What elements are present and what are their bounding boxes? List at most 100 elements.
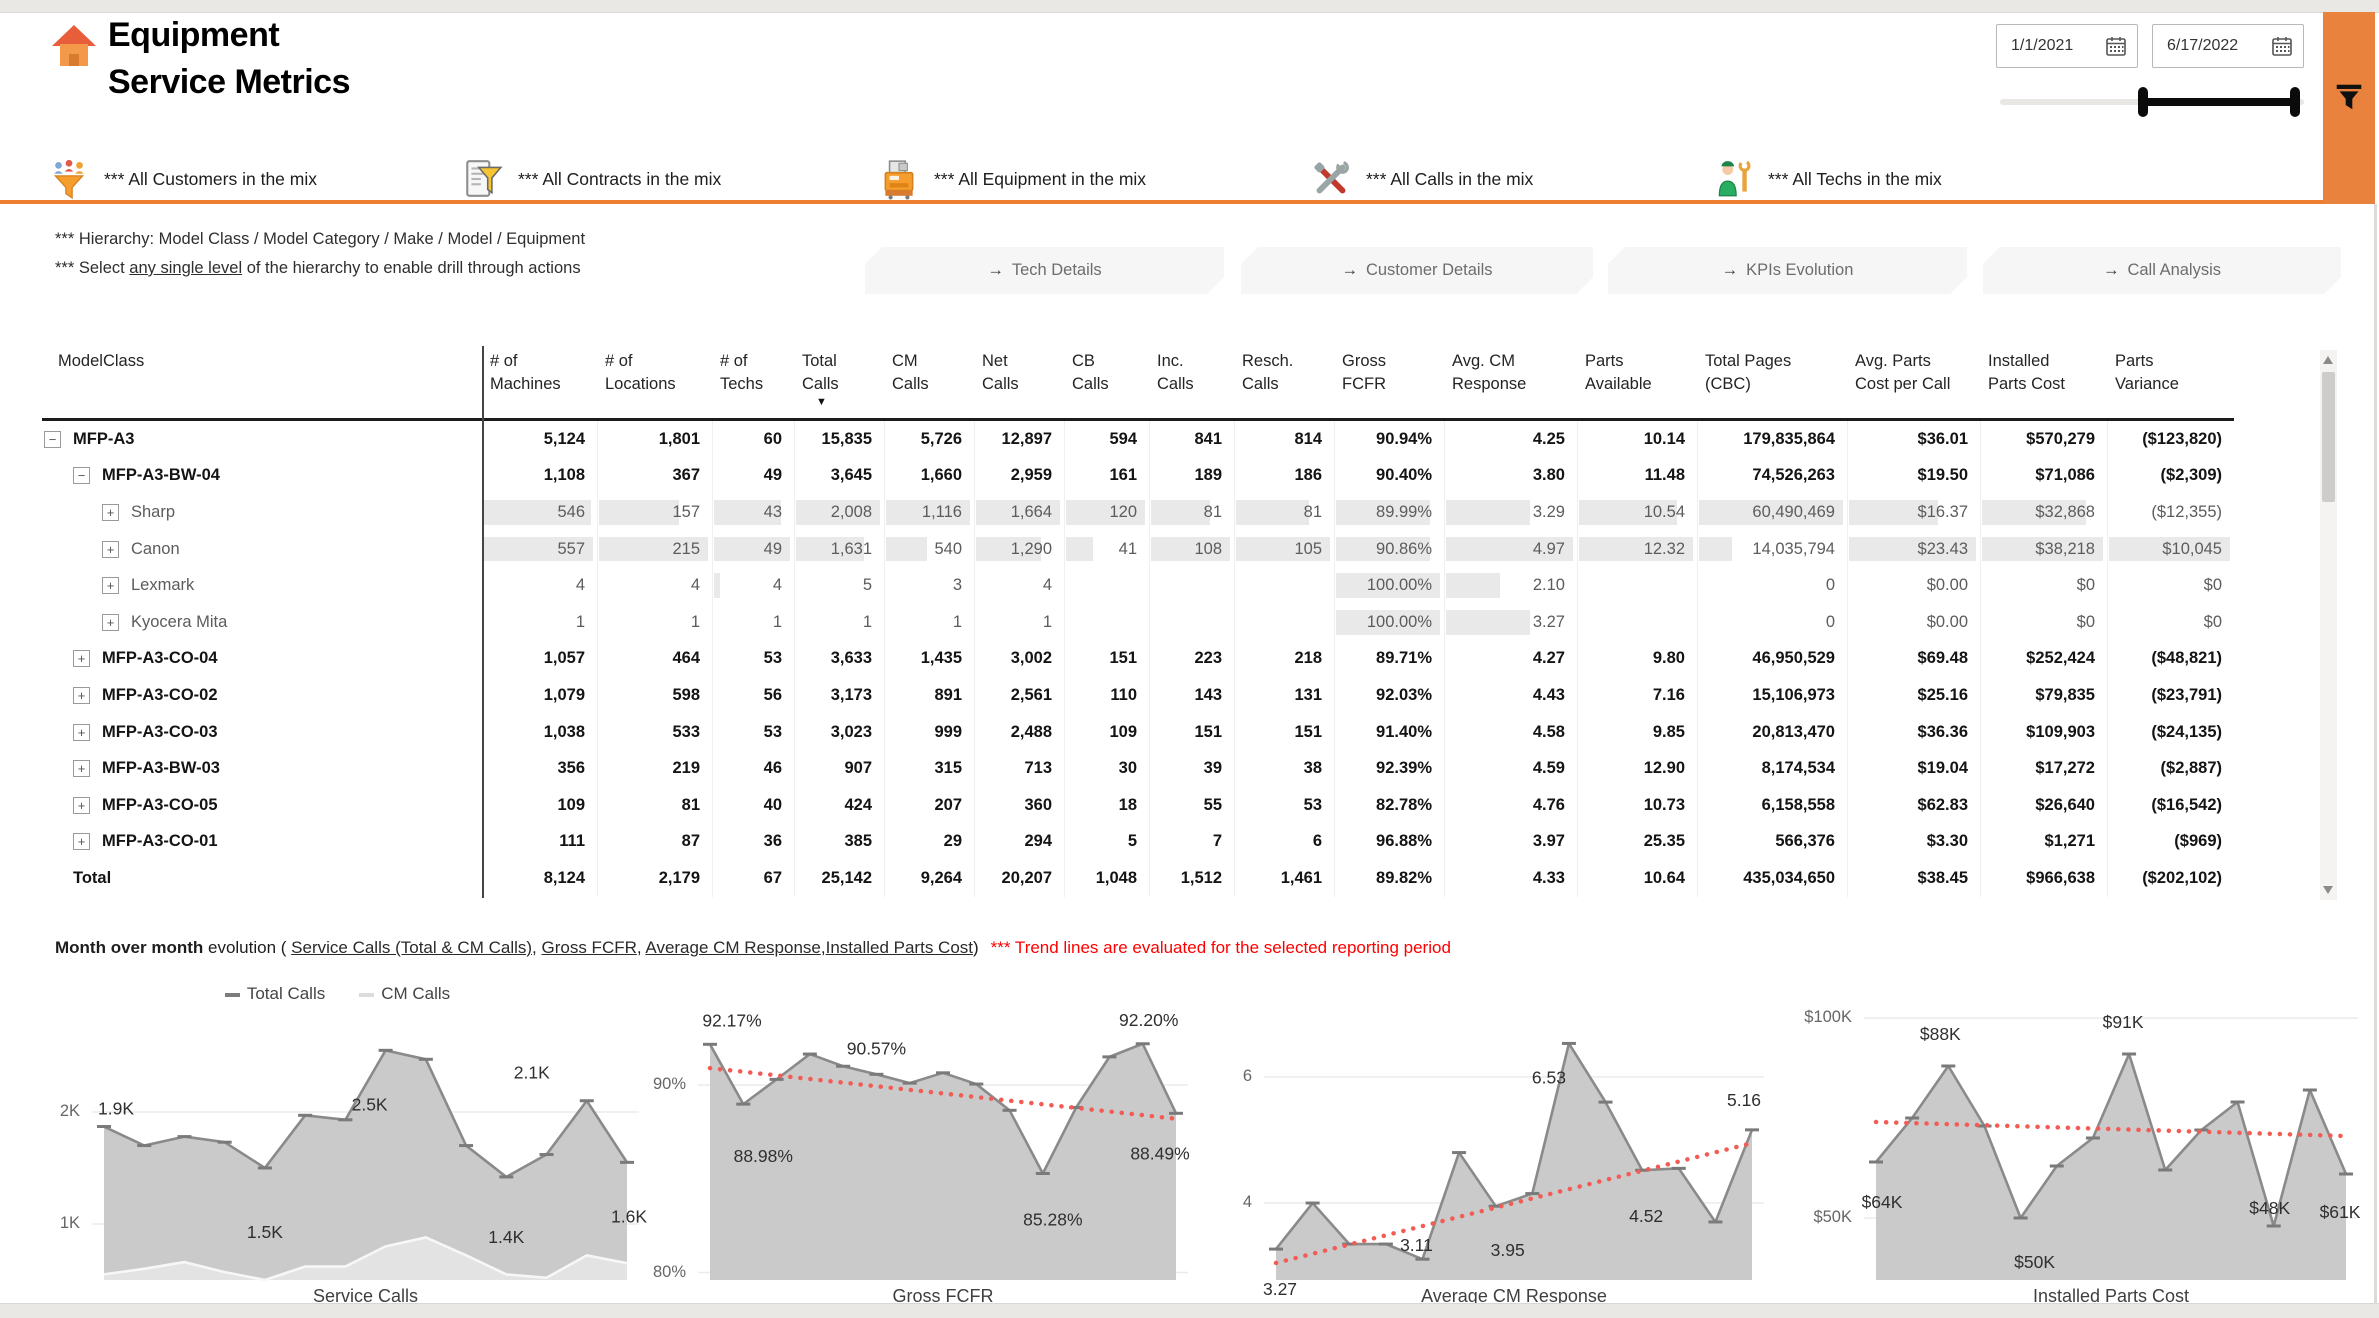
column-header-parts-available[interactable]: Parts Available (1585, 352, 1652, 393)
expand-icon[interactable]: + (102, 540, 119, 558)
filter-pane-toggle[interactable] (2323, 12, 2375, 204)
collapse-icon[interactable]: − (73, 467, 90, 485)
table-row-sharp[interactable]: + Sharp 546 157 43 2,008 1,116 1,664 120 81 81 89.9… (42, 494, 2234, 531)
cell-value: $0.00 (1926, 612, 1968, 631)
cell-value: 81 (681, 795, 700, 814)
mom-link-installed-parts-cost[interactable]: Installed Parts Cost (825, 938, 973, 957)
column-header-avg-cm-response[interactable]: Avg. CM Response (1452, 352, 1527, 393)
svg-text:$61K: $61K (2320, 1202, 2361, 1222)
column-header-cb-calls[interactable]: CB Calls (1072, 352, 1109, 393)
scroll-down-icon[interactable] (2323, 886, 2333, 894)
row-header-cell: + MFP-A3-CO-05 (42, 787, 482, 824)
filter-status-label: *** All Customers in the mix (104, 168, 317, 189)
date-to-input[interactable]: 6/17/2022 (2152, 24, 2304, 68)
filter-status-customers: *** All Customers in the mix (48, 156, 317, 202)
svg-text:$91K: $91K (2103, 1012, 2144, 1032)
column-header-parts-variance[interactable]: Parts Variance (2115, 352, 2179, 393)
cell: $966,638 (1980, 860, 2107, 897)
cell: 3,002 (974, 640, 1064, 678)
scrollbar-thumb[interactable] (2322, 372, 2335, 502)
expand-icon[interactable]: + (73, 760, 90, 778)
cell: 435,034,650 (1697, 860, 1847, 897)
table-row-mfp-a3-co-02[interactable]: + MFP-A3-CO-02 1,079 598 56 3,173 891 2,561 110 1… (42, 677, 2234, 714)
mom-link-average-cm-response[interactable]: Average CM Response (645, 938, 821, 957)
column-header-modelclass[interactable]: ModelClass (58, 352, 145, 370)
table-row-kyocera-mita[interactable]: + Kyocera Mita 1 1 1 1 1 1 100.00% 3.27 0 $0.00 $0 $0 (42, 603, 2234, 641)
mom-link-service-calls-total-cm-calls-[interactable]: Service Calls (Total & CM Calls) (291, 938, 533, 957)
expand-icon[interactable]: + (73, 650, 90, 668)
column-header-resch-calls[interactable]: Resch. Calls (1242, 352, 1294, 393)
cell: 1,116 (884, 494, 974, 531)
cell: 108 (1149, 530, 1234, 568)
cell: 60,490,469 (1697, 494, 1847, 531)
table-row-mfp-a3-co-05[interactable]: + MFP-A3-CO-05 109 81 40 424 207 360 18 55 53 82.78… (42, 786, 2234, 824)
data-bar (1446, 500, 1530, 525)
cell: 223 (1149, 640, 1234, 678)
cell-value: 53 (1303, 795, 1322, 814)
drill-button-customer-details[interactable]: Customer Details (1241, 247, 1593, 294)
cell: 4 (712, 567, 794, 604)
legend-label: Total Calls (246, 984, 326, 1003)
chart-service-calls: Total Calls CM Calls Service Calls 1K 2K 1.… (30, 982, 648, 1318)
table-scrollbar[interactable] (2320, 350, 2337, 900)
column-header-avg-parts-cost-per-call[interactable]: Avg. Parts Cost per Call (1855, 352, 1951, 393)
drill-button-call-analysis[interactable]: Call Analysis (1983, 247, 2341, 294)
table-row-mfp-a3-co-01[interactable]: + MFP-A3-CO-01 111 87 36 385 29 294 5 7 6 96.88% 3.9… (42, 823, 2234, 861)
page-title-line2: Service Metrics (108, 63, 351, 101)
cell: 96.88% (1334, 823, 1444, 861)
cell-value: 2,008 (830, 502, 872, 521)
data-bar (976, 536, 1041, 562)
table-row-mfp-a3-co-04[interactable]: + MFP-A3-CO-04 1,057 464 53 3,633 1,435 3,002 15… (42, 640, 2234, 678)
scroll-up-icon[interactable] (2323, 356, 2333, 364)
calendar-icon[interactable] (2271, 35, 2293, 57)
column-header--of-machines[interactable]: # of Machines (490, 352, 561, 393)
cell-value: $252,424 (2026, 649, 2095, 668)
column-header-net-calls[interactable]: Net Calls (982, 352, 1019, 393)
slider-handle-start[interactable] (2138, 87, 2148, 117)
date-to-value[interactable]: 6/17/2022 (2167, 37, 2239, 54)
expand-icon[interactable]: + (73, 833, 90, 851)
date-from-input[interactable]: 1/1/2021 (1996, 24, 2138, 68)
date-range-slider[interactable] (2000, 80, 2304, 124)
collapse-icon[interactable]: − (44, 430, 61, 448)
expand-icon[interactable]: + (73, 723, 90, 741)
drill-button-kpis-evolution[interactable]: KPIs Evolution (1608, 247, 1967, 294)
date-from-value[interactable]: 1/1/2021 (2011, 37, 2074, 54)
cell-value: 2.10 (1532, 576, 1565, 595)
table-row-mfp-a3-bw-04[interactable]: − MFP-A3-BW-04 1,108 367 49 3,645 1,660 2,959 16… (42, 457, 2234, 495)
column-header--of-techs[interactable]: # of Techs (720, 352, 764, 393)
slider-handle-end[interactable] (2290, 87, 2300, 117)
table-row-lexmark[interactable]: + Lexmark 4 4 4 5 3 4 100.00% 2.10 0 $0.00 $0 $0 (42, 567, 2234, 604)
table-row-mfp-a3-co-03[interactable]: + MFP-A3-CO-03 1,038 533 53 3,023 999 2,488 109 1… (42, 713, 2234, 751)
filter-funnel-icon[interactable] (2332, 80, 2366, 114)
column-header-total-pages-cbc-[interactable]: Total Pages (CBC) (1705, 352, 1792, 393)
drill-button-tech-details[interactable]: Tech Details (865, 247, 1224, 294)
cell: 207 (884, 786, 974, 824)
column-header-installed-parts-cost[interactable]: Installed Parts Cost (1988, 352, 2066, 393)
expand-icon[interactable]: + (73, 686, 90, 704)
cell: $0 (2107, 567, 2234, 604)
table-row-total[interactable]: +Total 8,124 2,179 67 25,142 9,264 20,207 1,048… (42, 860, 2234, 897)
cell: 4 (482, 567, 597, 604)
table-row-mfp-a3[interactable]: − MFP-A3 5,124 1,801 60 15,835 5,726 12,897 594 8… (42, 421, 2234, 458)
cell-value: 12.90 (1643, 759, 1685, 778)
column-header-inc-calls[interactable]: Inc. Calls (1157, 352, 1194, 393)
column-header-total-calls[interactable]: Total Calls ▼ (794, 346, 884, 418)
column-header-gross-fcfr[interactable]: Gross FCFR (1342, 352, 1387, 393)
column-header--of-locations[interactable]: # of Locations (605, 352, 676, 393)
slider-selected-range[interactable] (2142, 98, 2294, 106)
expand-icon[interactable]: + (73, 796, 90, 814)
table-row-canon[interactable]: + Canon 557 215 49 1,631 540 1,290 41 108 105 90.86… (42, 530, 2234, 568)
expand-icon[interactable]: + (102, 613, 119, 631)
cell-value: 841 (1194, 429, 1222, 448)
calendar-icon[interactable] (2105, 35, 2127, 57)
expand-icon[interactable]: + (102, 503, 119, 521)
table-row-mfp-a3-bw-03[interactable]: + MFP-A3-BW-03 356 219 46 907 315 713 30 39 38 92.3… (42, 750, 2234, 787)
expand-icon[interactable]: + (102, 577, 119, 595)
legend-item-total-calls[interactable]: Total Calls (224, 984, 326, 1004)
cell: 3,173 (794, 677, 884, 714)
legend-item-cm-calls[interactable]: CM Calls (359, 984, 450, 1004)
home-icon[interactable] (50, 22, 98, 70)
mom-link-gross-fcfr[interactable]: Gross FCFR (541, 938, 637, 957)
column-header-cm-calls[interactable]: CM Calls (892, 352, 929, 393)
